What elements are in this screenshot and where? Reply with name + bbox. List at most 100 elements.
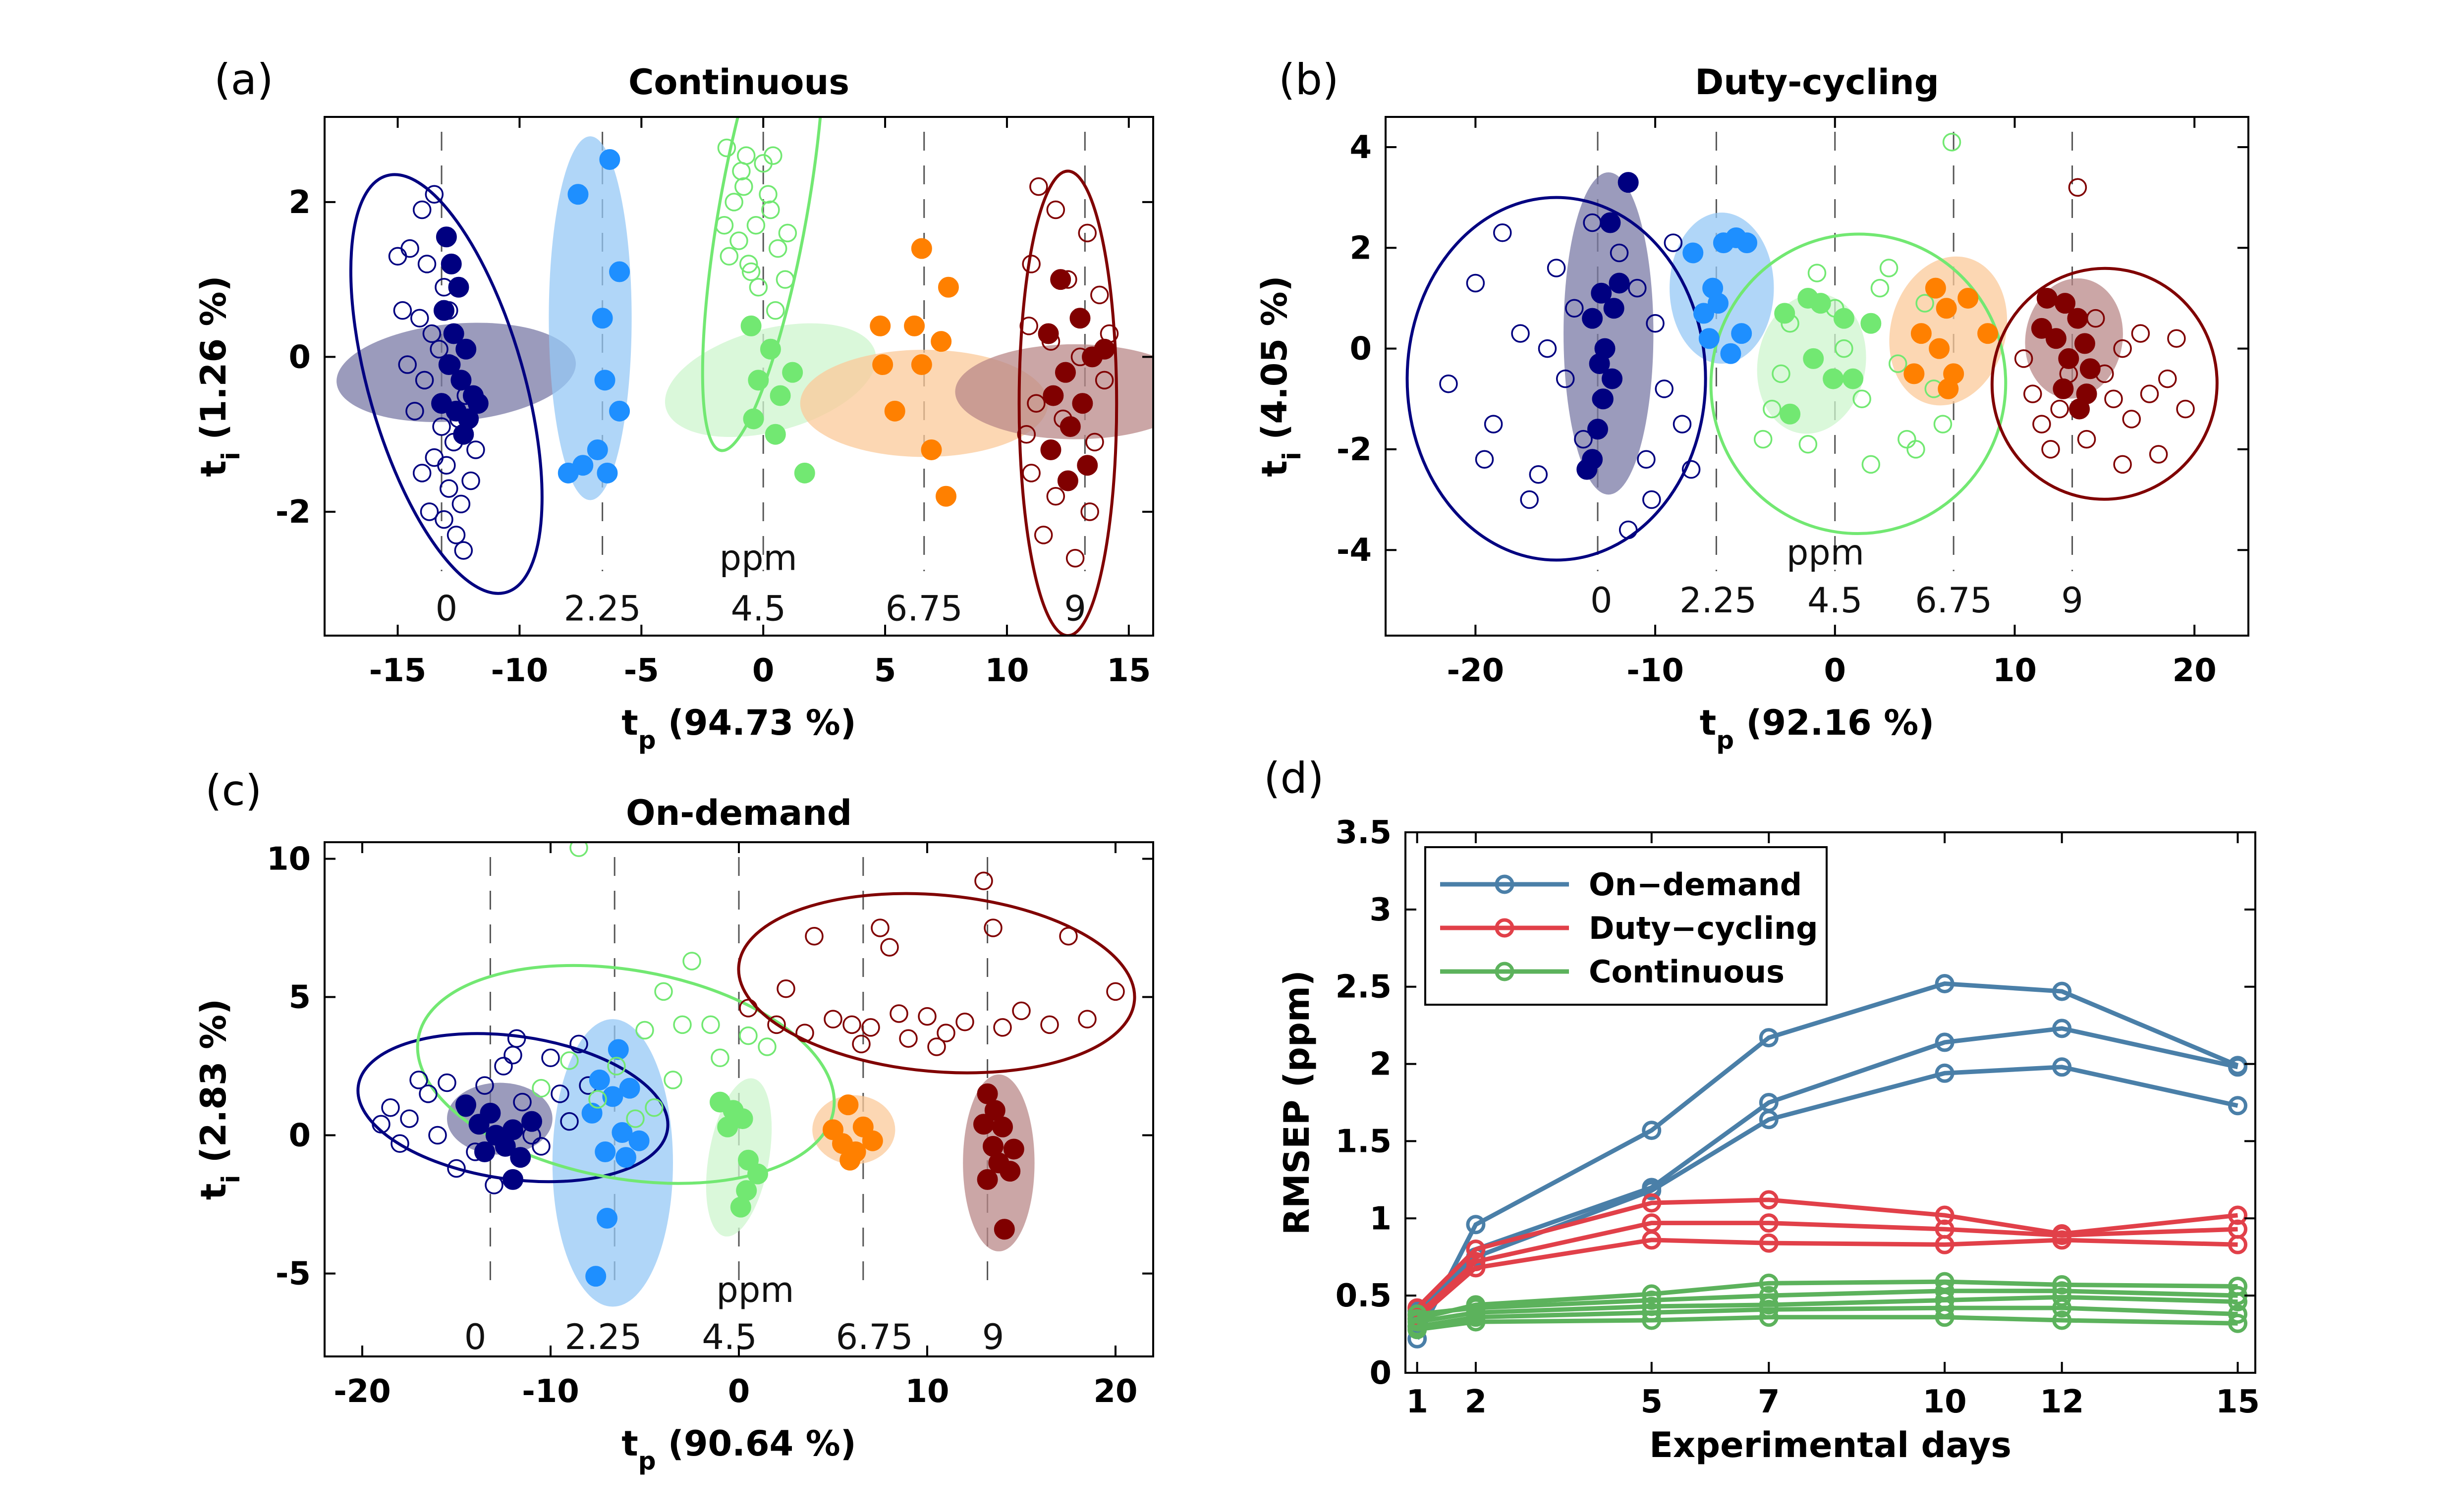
calibration-point-open [1538,339,1557,358]
calibration-point-open [717,138,736,158]
calibration-point-open [1547,259,1566,277]
validation-point-filled [521,1111,542,1132]
calibration-point-open [400,239,419,258]
y-tick-label: 1 [1369,1200,1392,1237]
validation-point-filled [2069,398,2090,420]
validation-point-filled [1077,455,1098,476]
validation-point-filled [480,1102,501,1124]
series-marker-duty-cycling [1466,1240,1486,1259]
calibration-point-open [899,1029,918,1048]
x-tick-label: 15 [2216,1384,2260,1420]
series-marker-continuous [2052,1287,2072,1307]
calibration-point-open [541,1048,560,1068]
calibration-point-open [1012,1001,1031,1021]
plot-area-a [336,117,1153,636]
validation-point-filled [602,1086,623,1107]
calibration-point-open [494,1057,513,1076]
series-marker-duty-cycling [1935,1235,1954,1254]
ppm-level-label: 0 [1590,580,1613,621]
validation-point-filled [587,439,608,460]
x-tick-label: 20 [2173,652,2217,689]
calibration-point-open [1888,354,1907,373]
calibration-point-open [1095,371,1114,390]
x-axis-label-percent: (92.16 %) [1734,702,1934,743]
series-marker-duty-cycling [2228,1235,2248,1254]
calibration-point-open [466,440,485,459]
calibration-point-open [2131,324,2150,343]
series-marker-duty-cycling [1466,1258,1486,1278]
calibration-point-open [2140,384,2159,403]
validation-point-filled [467,393,489,414]
y-tick-label: 0 [1349,331,1372,368]
validation-point-filled [740,315,762,336]
confidence-ellipse-open [349,173,544,595]
calibration-point-open [2149,445,2168,464]
series-marker-continuous [1759,1273,1779,1293]
calibration-point-open [2113,455,2132,474]
calibration-point-open [645,1098,664,1117]
calibration-point-open [1046,200,1065,219]
calibration-point-open [2068,178,2087,197]
validation-point-filled [1833,308,1854,329]
calibration-point-open [428,1126,447,1145]
y-tick-label: -4 [1337,532,1372,569]
calibration-point-open [725,193,743,212]
validation-point-filled [1600,212,1621,233]
calibration-point-open [1852,389,1871,408]
validation-point-filled [743,408,764,430]
x-tick-label: 12 [2040,1384,2084,1420]
y-tick-label: 5 [288,979,311,1016]
y-tick-label: -2 [1337,432,1372,468]
calibration-point-open [767,1015,786,1034]
confidence-ellipse-open [1709,232,2008,536]
ppm-level-label: 4.5 [702,1317,757,1357]
calibration-point-open [768,239,787,258]
confidence-ellipse-open [1990,267,2219,501]
calibration-point-open [415,371,434,390]
y-tick-label: 2 [288,184,311,221]
panel-label: (b) [1279,55,1339,105]
y-axis-label-percent: (1.26 %) [193,275,234,452]
calibration-point-open [2032,415,2051,433]
calibration-point-open [381,1098,400,1117]
validation-point-filled [474,1141,495,1163]
calibration-point-open [720,247,739,266]
calibration-point-open [766,301,785,320]
x-tick-label: 5 [874,652,896,689]
calibration-point-open [1753,430,1773,449]
validation-point-filled [609,261,630,282]
validation-point-filled [2045,328,2066,349]
series-marker-duty-cycling [1642,1213,1662,1233]
ppm-level-label: 2.25 [1679,580,1757,621]
legend: On−demand Duty−cycling Continuous [1424,846,1828,1006]
calibration-point-open [1439,374,1458,393]
y-axis-label-main: t [1254,460,1295,477]
validation-point-filled [2058,348,2079,369]
y-axis-label-subscript: i [217,452,245,460]
calibration-point-open [746,216,766,235]
y-axis-label: ti (4.05 %) [1254,275,1306,477]
panel-c: ppm 0 2.25 4.5 6.75 9 -20 -10 0 10 20 -5 0 5 10 On-dema… [193,766,1154,1475]
validation-point-filled [973,1114,994,1135]
calibration-point-open [759,185,778,204]
y-tick-label: 2 [1349,230,1372,267]
calibration-point-open [419,1084,438,1103]
calibration-point-open [437,456,456,475]
calibration-point-open [569,842,588,857]
validation-point-filled [1823,368,1844,389]
calibration-point-open [2158,369,2177,388]
validation-point-filled [1929,338,1950,359]
calibration-point-open [2176,399,2195,419]
x-tick-label: -20 [1447,652,1505,689]
validation-point-filled [1050,269,1071,290]
validation-point-filled [1708,293,1729,314]
y-tick-label: 3 [1369,892,1392,928]
calibration-point-open [503,1045,522,1065]
series-marker-duty-cycling [2052,1230,2072,1250]
series-marker-on-demand [1935,973,1954,993]
validation-point-filled [1925,277,1946,299]
calibration-point-open [1861,455,1881,474]
validation-point-filled [1069,308,1091,329]
calibration-point-open [440,479,458,498]
